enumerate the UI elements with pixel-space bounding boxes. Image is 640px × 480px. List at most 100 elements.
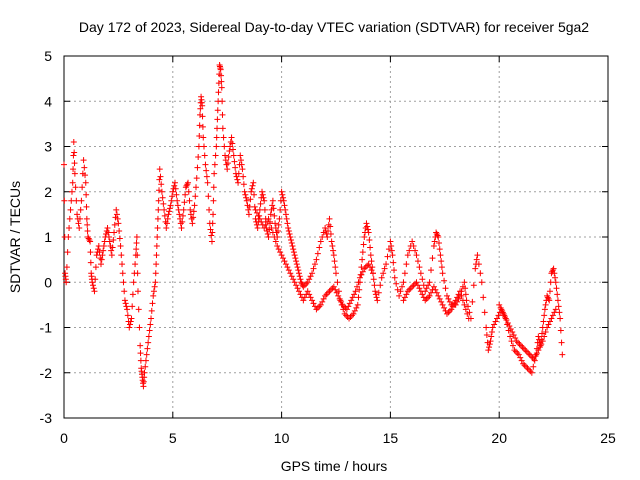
data-point (151, 283, 158, 290)
data-point (229, 140, 236, 147)
data-point (523, 348, 530, 355)
data-point (86, 237, 93, 244)
data-point (157, 173, 164, 180)
data-point (500, 310, 507, 317)
data-point (87, 249, 94, 256)
y-tick-label: 1 (44, 229, 52, 245)
data-point (345, 303, 352, 310)
data-point (225, 154, 232, 161)
data-point (436, 295, 443, 302)
data-point (296, 288, 303, 295)
data-point (433, 289, 440, 296)
data-point (413, 252, 420, 259)
data-point (136, 324, 143, 331)
data-point (214, 125, 221, 132)
data-point (246, 203, 253, 210)
data-point (75, 220, 82, 227)
data-point (209, 229, 216, 236)
data-point (419, 276, 426, 283)
data-point (541, 333, 548, 340)
data-point (127, 318, 134, 325)
data-point (512, 335, 519, 342)
data-point (126, 324, 133, 331)
data-point (524, 365, 531, 372)
data-point (293, 261, 300, 268)
data-point (223, 161, 230, 168)
data-point (278, 188, 285, 195)
data-point (191, 202, 198, 209)
data-point (486, 344, 493, 351)
data-point (92, 264, 99, 271)
data-point (187, 206, 194, 213)
data-point (325, 289, 332, 296)
data-point (158, 181, 165, 188)
data-point (209, 220, 216, 227)
data-point (527, 368, 534, 375)
data-point (451, 300, 458, 307)
data-point (425, 294, 432, 301)
data-point (488, 333, 495, 340)
data-point (277, 206, 284, 213)
data-point (338, 298, 345, 305)
data-point (435, 292, 442, 299)
data-point (409, 238, 416, 245)
data-point (333, 270, 339, 277)
data-point (109, 244, 116, 251)
data-point (217, 66, 224, 73)
data-point (163, 224, 170, 231)
data-point (237, 157, 244, 164)
data-point (183, 182, 190, 189)
data-point (320, 295, 327, 302)
data-point (319, 298, 326, 305)
data-point (101, 238, 108, 245)
y-axis-label: SDTVAR / TECUs (7, 181, 23, 293)
data-point (155, 206, 162, 213)
data-point (239, 166, 246, 173)
data-point (520, 360, 527, 367)
data-point (417, 270, 424, 277)
data-point (303, 280, 310, 287)
data-point (275, 246, 282, 253)
data-point (72, 184, 79, 191)
y-tick-label: 5 (44, 48, 52, 64)
data-point (461, 301, 468, 308)
data-point (61, 197, 68, 204)
data-point (179, 212, 186, 219)
data-point (257, 200, 264, 207)
data-point (309, 270, 316, 277)
data-point (358, 271, 365, 278)
data-point (437, 252, 444, 259)
data-point (554, 297, 561, 304)
data-point (248, 185, 255, 192)
data-point (63, 264, 70, 271)
data-point (242, 191, 249, 198)
data-point (297, 291, 304, 298)
data-point (284, 220, 291, 227)
data-point (380, 270, 387, 277)
data-point (196, 122, 203, 129)
data-point (74, 211, 81, 218)
data-point (553, 285, 560, 292)
data-point (134, 252, 141, 259)
data-point (247, 196, 254, 203)
data-point (276, 215, 283, 222)
data-point (494, 315, 501, 322)
data-point (194, 164, 201, 171)
data-point (96, 249, 103, 256)
data-point (118, 252, 125, 259)
data-point (129, 291, 136, 298)
data-point (105, 229, 112, 236)
data-point (146, 327, 153, 334)
data-point (503, 316, 510, 323)
data-point (258, 218, 265, 225)
data-point (542, 329, 549, 336)
data-point (114, 215, 121, 222)
data-point (269, 229, 276, 236)
data-point (288, 240, 295, 247)
data-point (388, 247, 395, 254)
data-point (288, 273, 295, 280)
data-point (224, 166, 231, 173)
data-point (159, 194, 166, 201)
x-tick-label: 5 (169, 430, 177, 446)
data-point (215, 89, 222, 96)
